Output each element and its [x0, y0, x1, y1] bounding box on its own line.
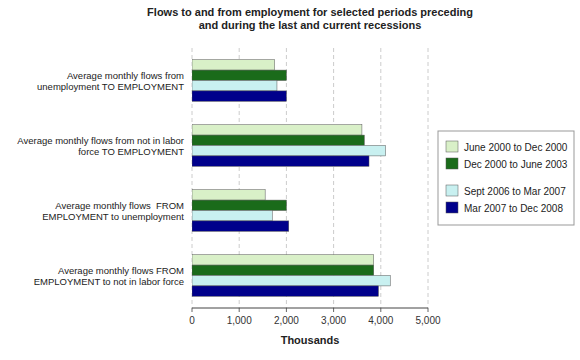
legend-swatch: [446, 158, 458, 169]
grid-line: [380, 48, 381, 308]
text-line: Average monthly flows from: [67, 70, 184, 81]
tick-mark: [239, 308, 240, 312]
bar: [192, 265, 374, 275]
tick-label: 5,000: [415, 315, 440, 326]
text-line: EMPLOYMENT to not in labor force: [34, 276, 184, 287]
legend-box: [438, 131, 574, 225]
title: Flows to and from employment for selecte…: [147, 6, 473, 31]
bar: [192, 91, 286, 101]
bar: [192, 190, 265, 200]
bar: [192, 81, 277, 91]
tick-label: 2,000: [274, 315, 299, 326]
bar: [192, 255, 374, 265]
tick-label: 4,000: [368, 315, 393, 326]
text-line: Flows to and from employment for selecte…: [147, 6, 473, 18]
grid: [192, 48, 428, 308]
tick-mark: [286, 308, 287, 312]
legend-label: June 2000 to Dec 2000: [464, 142, 568, 153]
text-line: Average monthly flows FROM: [55, 200, 184, 211]
category-label: Average monthly flows fromunemployment T…: [37, 70, 184, 92]
bar: [192, 221, 289, 231]
tick-label: 1,000: [227, 315, 252, 326]
x-axis-label: Thousands: [281, 334, 340, 346]
tick-mark: [428, 308, 429, 312]
bar: [192, 286, 378, 296]
category-label: Average monthly flows FROMEMPLOYMENT to …: [34, 265, 184, 287]
tick-label: 3,000: [321, 315, 346, 326]
legend-swatch: [446, 141, 458, 152]
tick-mark: [333, 308, 334, 312]
bar: [192, 135, 364, 145]
bar: [192, 60, 275, 70]
bars: [192, 60, 390, 297]
legend: June 2000 to Dec 2000 Dec 2000 to June 20…: [438, 131, 574, 225]
bar: [192, 125, 362, 135]
legend-label: Sept 2006 to Mar 2007: [464, 186, 566, 197]
category-label: Average monthly flows FROMEMPLOYMENT to …: [42, 200, 184, 222]
bar: [192, 211, 272, 221]
bar: [192, 276, 390, 286]
tick-label: 0: [189, 315, 195, 326]
text-line: force TO EMPLOYMENT: [78, 146, 184, 157]
legend-label: Mar 2007 to Dec 2008: [464, 203, 563, 214]
bar: [192, 70, 286, 80]
tick-mark: [192, 308, 193, 312]
text-line: Average monthly flows FROM: [58, 265, 184, 276]
chart: Flows to and from employment for selecte…: [0, 0, 580, 360]
text-line: Average monthly flows from not in labor: [17, 135, 184, 146]
tick-mark: [380, 308, 381, 312]
text-line: and during the last and current recessio…: [199, 19, 422, 31]
grid-line: [428, 48, 429, 308]
x-axis-line: [192, 308, 428, 309]
text-line: unemployment TO EMPLOYMENT: [37, 81, 184, 92]
category-label: Average monthly flows from not in laborf…: [17, 135, 184, 157]
legend-swatch: [446, 202, 458, 213]
text-line: EMPLOYMENT to unemployment: [42, 211, 184, 222]
bar: [192, 156, 369, 166]
bar: [192, 200, 286, 210]
legend-swatch: [446, 185, 458, 196]
bar: [192, 146, 386, 156]
legend-label: Dec 2000 to June 2003: [464, 159, 568, 170]
